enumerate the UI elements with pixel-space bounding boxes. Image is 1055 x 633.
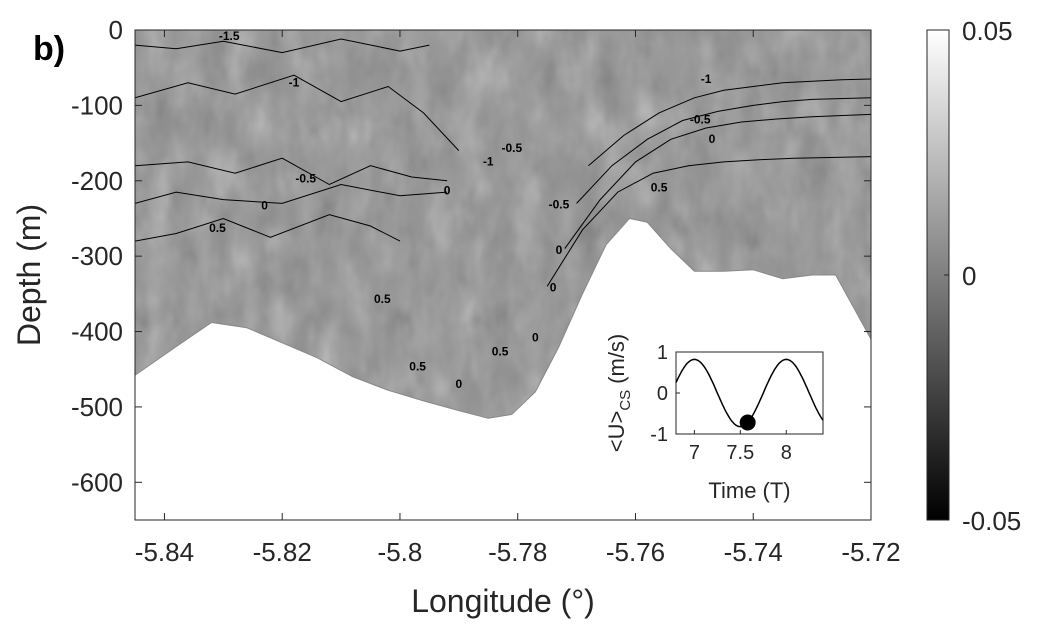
- contour-label: 0: [550, 281, 557, 295]
- contour-label: -1: [483, 155, 494, 169]
- contour-label: 0.5: [651, 180, 668, 194]
- y-axis-label: Depth (m): [11, 204, 47, 346]
- inset-y-axis-label: <U>CS (m/s): [604, 334, 634, 453]
- contour-line: [135, 38, 430, 54]
- inset-x-axis-label: Time (T): [708, 478, 790, 503]
- inset-x-tick-label: 7: [689, 442, 700, 464]
- contour-label: 0: [556, 243, 563, 257]
- contour-label: 0.5: [374, 292, 391, 306]
- inset-marker: [739, 414, 756, 431]
- x-axis-label: Longitude (°): [411, 583, 595, 619]
- colorbar-tick-label: 0.05: [962, 16, 1013, 46]
- main-plot: -1.5 -1 -0.5 0 0.5 0.5 0.5 0 0.5 0 0 -1 -0.5 0 -0.5 0 -1…: [11, 15, 901, 619]
- contour-line: [588, 78, 871, 167]
- contour-line: [135, 183, 448, 204]
- contour-label: -0.5: [690, 112, 711, 126]
- x-tick-label: -5.76: [606, 537, 665, 567]
- y-tick-label: -500: [71, 392, 123, 422]
- contour-label: -1.5: [219, 29, 240, 43]
- contour-label: 0: [455, 377, 462, 391]
- contour-label: 0: [532, 330, 539, 344]
- contour-label: 0.5: [409, 360, 426, 374]
- contour-label: -0.5: [295, 171, 316, 185]
- inset-y-axis: 1 0 -1: [650, 342, 680, 446]
- x-tick-label: -5.8: [378, 537, 423, 567]
- x-tick-label: -5.82: [253, 537, 312, 567]
- contour-labels: -1.5 -1 -0.5 0 0.5 0.5 0.5 0 0.5 0 0 -1 -0.5 0 -0.5 0 -1…: [209, 29, 716, 391]
- y-tick-label: 0: [109, 15, 123, 45]
- y-tick-label: -100: [71, 90, 123, 120]
- inset-x-tick-label: 7.5: [726, 442, 754, 464]
- contour-line: [576, 97, 871, 204]
- x-tick-label: -5.74: [724, 537, 783, 567]
- y-tick-label: -200: [71, 166, 123, 196]
- contour-label: -0.5: [501, 141, 522, 155]
- plot-frame: [134, 29, 872, 521]
- y-tick-label: -600: [71, 467, 123, 497]
- contour-label: 0: [444, 183, 451, 197]
- y-axis: 0-100-200-300-400-500-600: [71, 15, 871, 497]
- x-tick-label: -5.72: [841, 537, 900, 567]
- inset-plot: 7 7.5 8 10-1 Time (T) <U>CS(m/s): [604, 334, 824, 503]
- inset-x-tick-label: 8: [781, 442, 792, 464]
- colorbar-tick-label: -0.05: [962, 506, 1021, 536]
- colorbar-tick-label: 0: [962, 261, 976, 291]
- contour-line: [546, 156, 871, 287]
- x-tick-label: -5.84: [135, 537, 194, 567]
- inset-y-label-main: <U>: [604, 411, 629, 453]
- water-texture: [135, 30, 871, 419]
- inset-y-tick-label: 1: [657, 342, 668, 364]
- contour-line: [135, 214, 401, 242]
- inset-x-axis: 7 7.5 8: [689, 430, 792, 464]
- contour-line: [564, 113, 871, 249]
- inset-y-label-unit: (m/s): [604, 334, 629, 384]
- colorbar: -0.05 0 0.05: [926, 16, 1021, 536]
- bathymetry: [134, 217, 872, 419]
- x-axis: -5.84 -5.82 -5.8 -5.78 -5.76 -5.74 -5.72: [135, 30, 901, 567]
- inset-y-tick-label: -1: [650, 424, 668, 446]
- contour-label: 0: [709, 132, 716, 146]
- inset-y-tick-label: 0: [657, 383, 668, 405]
- contour-line: [135, 74, 460, 151]
- contour-label: -1: [289, 76, 300, 90]
- contour-label: 0.5: [209, 221, 226, 235]
- inset-y-label-subscript: CS: [617, 390, 634, 411]
- contour-line: [135, 157, 448, 186]
- heatmap: [135, 30, 871, 419]
- x-tick-label: -5.78: [488, 537, 547, 567]
- panel-label: b): [33, 30, 65, 68]
- contour-label: -1: [701, 72, 712, 86]
- colorbar-ticks: -0.05 0 0.05: [944, 16, 1021, 536]
- contour-label: -0.5: [549, 198, 570, 212]
- contour-label: 0.5: [492, 345, 509, 359]
- contours: [135, 38, 871, 287]
- y-tick-label: -400: [71, 317, 123, 347]
- y-tick-label: -300: [71, 241, 123, 271]
- contour-label: 0: [261, 198, 268, 212]
